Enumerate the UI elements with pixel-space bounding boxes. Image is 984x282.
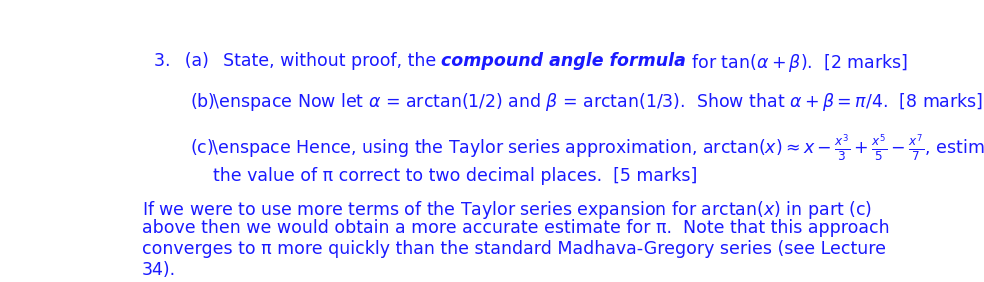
Text: 34).: 34). — [142, 261, 176, 279]
Text: 3.  (a)  State, without proof, the: 3. (a) State, without proof, the — [154, 52, 441, 70]
Text: (c)\enspace Hence, using the Taylor series approximation, arctan$(x) \approx x -: (c)\enspace Hence, using the Taylor seri… — [190, 133, 984, 164]
Text: (b)\enspace Now let $\alpha$ = arctan(1/2) and $\beta$ = arctan(1/3).  Show that: (b)\enspace Now let $\alpha$ = arctan(1/… — [190, 91, 983, 113]
Text: converges to π more quickly than the standard Madhava-Gregory series (see Lectur: converges to π more quickly than the sta… — [142, 240, 886, 258]
Text: for tan($\alpha + \beta$).  [2 marks]: for tan($\alpha + \beta$). [2 marks] — [686, 52, 908, 74]
Text: compound angle formula: compound angle formula — [441, 52, 686, 70]
Text: If we were to use more terms of the Taylor series expansion for arctan$(x)$ in p: If we were to use more terms of the Tayl… — [142, 199, 872, 221]
Text: the value of π correct to two decimal places.  [5 marks]: the value of π correct to two decimal pl… — [213, 168, 698, 185]
Text: above then we would obtain a more accurate estimate for π.  Note that this appro: above then we would obtain a more accura… — [142, 219, 890, 237]
